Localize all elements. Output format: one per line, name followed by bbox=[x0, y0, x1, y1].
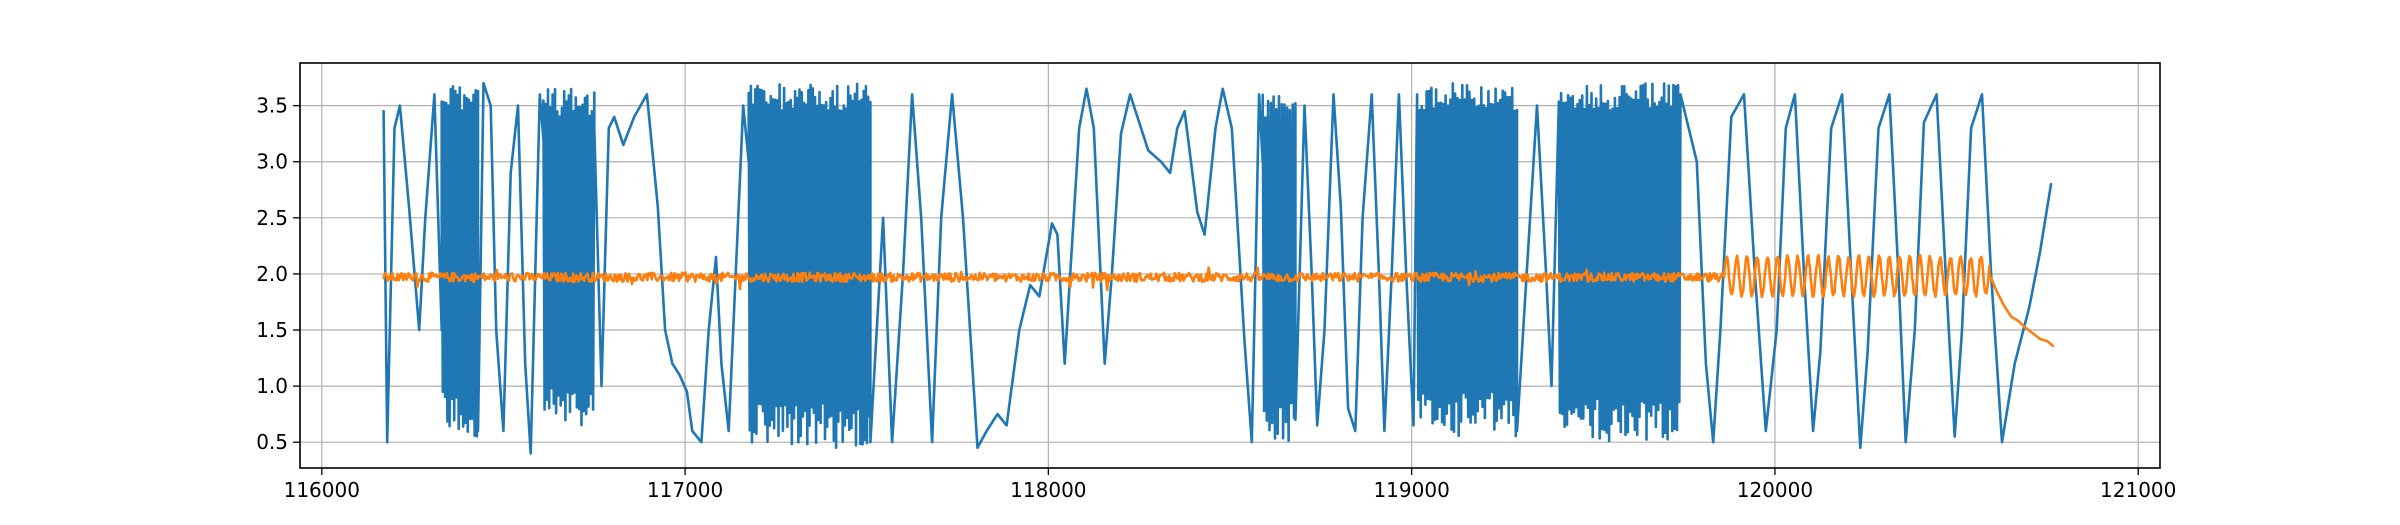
x-tick-label: 119000 bbox=[1373, 478, 1449, 502]
y-axis: 0.5 1.0 1.5 2.0 2.5 3.0 3.5 bbox=[256, 94, 300, 454]
y-tick-label: 1.5 bbox=[256, 318, 288, 342]
series-line-2 bbox=[382, 254, 2055, 347]
x-axis: 116000 117000 118000 119000 120000 121000 bbox=[284, 468, 2176, 502]
x-tick-label: 120000 bbox=[1737, 478, 1813, 502]
x-tick-label: 117000 bbox=[647, 478, 723, 502]
y-tick-label: 3.0 bbox=[256, 150, 288, 174]
plot-frame bbox=[299, 62, 2161, 469]
series-layer bbox=[382, 81, 2055, 455]
series-line-1 bbox=[382, 81, 2053, 455]
y-tick-label: 1.0 bbox=[256, 374, 288, 398]
x-tick-label: 116000 bbox=[284, 478, 360, 502]
y-tick-label: 2.5 bbox=[256, 206, 288, 230]
x-tick-label: 121000 bbox=[2100, 478, 2176, 502]
y-tick-label: 2.0 bbox=[256, 262, 288, 286]
y-tick-label: 0.5 bbox=[256, 430, 288, 454]
x-tick-label: 118000 bbox=[1010, 478, 1086, 502]
y-tick-label: 3.5 bbox=[256, 94, 288, 118]
